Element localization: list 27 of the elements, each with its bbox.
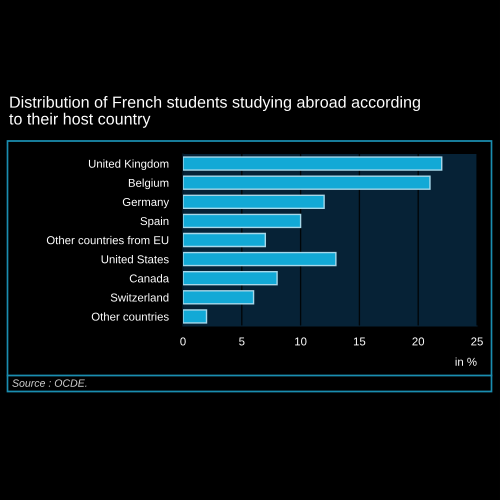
y-tick-label: Other countries	[92, 312, 169, 321]
x-tick-label: 25	[471, 337, 483, 346]
x-tick-label: 10	[295, 337, 306, 346]
y-tick-label: Canada	[130, 274, 170, 282]
y-tick-label: Other countries from EU	[46, 236, 168, 244]
bar	[183, 271, 278, 286]
y-tick-label: Belgium	[128, 178, 168, 190]
bar	[183, 214, 302, 228]
x-tick-label: 15	[354, 338, 366, 346]
bar	[183, 232, 266, 248]
bar	[183, 252, 337, 266]
chart-title: Distribution of French students studying abroad according to their host country	[9, 96, 420, 128]
bar	[183, 156, 442, 171]
bar	[183, 309, 208, 324]
x-axis-title: in %	[456, 357, 477, 366]
x-tick-label: 0	[180, 337, 186, 346]
y-tick-label: United States	[102, 254, 169, 264]
y-tick-label: Switzerland	[110, 293, 168, 302]
x-tick-label: 5	[239, 338, 244, 346]
y-tick-label: Germany	[122, 198, 170, 208]
y-tick-label: United Kingdom	[88, 159, 168, 170]
bar	[183, 175, 431, 190]
x-tick-label: 20	[412, 337, 424, 346]
source-note: Source : OCDE.	[12, 379, 86, 387]
y-tick-label: Spain	[140, 216, 168, 228]
bar	[183, 194, 325, 209]
bar	[183, 290, 254, 305]
